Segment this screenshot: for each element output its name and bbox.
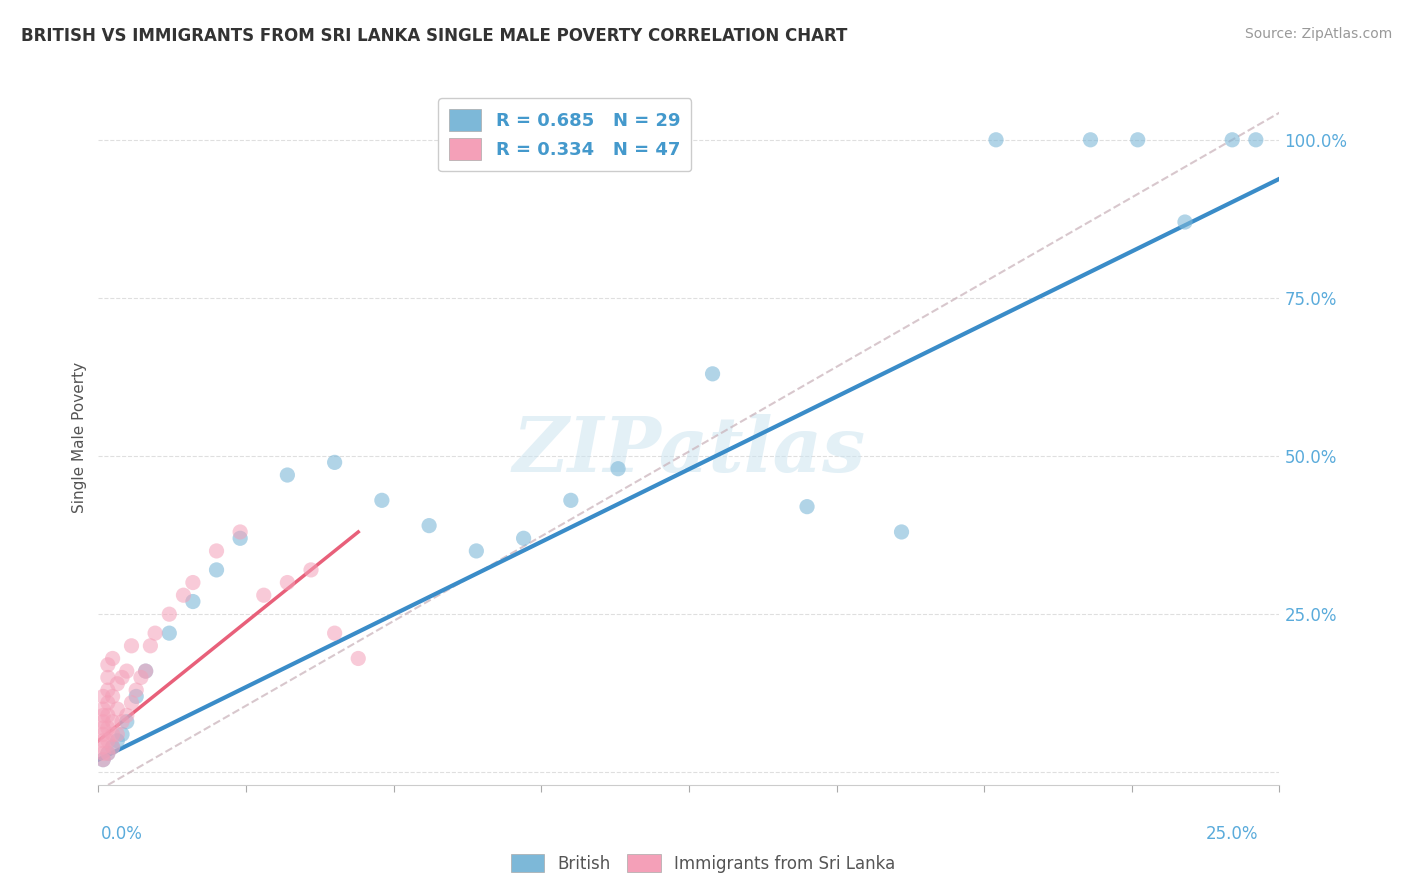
Point	[465, 544, 488, 558]
Point	[101, 739, 124, 754]
Point	[143, 626, 166, 640]
Point	[299, 563, 322, 577]
Point	[139, 639, 162, 653]
Point	[97, 683, 120, 698]
Point	[97, 696, 120, 710]
Point	[97, 670, 120, 684]
Text: 25.0%: 25.0%	[1206, 825, 1258, 843]
Point	[157, 607, 180, 622]
Point	[1080, 133, 1102, 147]
Point	[91, 708, 114, 723]
Y-axis label: Single Male Poverty: Single Male Poverty	[72, 361, 87, 513]
Point	[91, 690, 114, 704]
Point	[121, 696, 143, 710]
Point	[91, 721, 114, 735]
Point	[105, 677, 128, 691]
Point	[115, 664, 138, 678]
Legend: R = 0.685   N = 29, R = 0.334   N = 47: R = 0.685 N = 29, R = 0.334 N = 47	[439, 98, 692, 171]
Point	[347, 651, 370, 665]
Point	[91, 753, 114, 767]
Point	[105, 733, 128, 747]
Point	[97, 747, 120, 761]
Point	[91, 733, 114, 747]
Point	[205, 544, 228, 558]
Point	[418, 518, 440, 533]
Point	[1220, 133, 1243, 147]
Point	[157, 626, 180, 640]
Point	[91, 747, 114, 761]
Point	[91, 739, 114, 754]
Point	[135, 664, 157, 678]
Point	[229, 531, 252, 545]
Point	[97, 733, 120, 747]
Point	[276, 468, 298, 483]
Point	[371, 493, 394, 508]
Point	[1126, 133, 1149, 147]
Point	[101, 739, 124, 754]
Point	[181, 575, 204, 590]
Point	[105, 727, 128, 741]
Point	[91, 702, 114, 716]
Point	[1244, 133, 1267, 147]
Point	[607, 461, 630, 475]
Text: ZIPatlas: ZIPatlas	[512, 414, 866, 488]
Text: 0.0%: 0.0%	[101, 825, 143, 843]
Point	[560, 493, 582, 508]
Point	[253, 588, 276, 602]
Point	[125, 683, 148, 698]
Point	[984, 133, 1007, 147]
Point	[205, 563, 228, 577]
Point	[796, 500, 818, 514]
Point	[276, 575, 298, 590]
Point	[101, 727, 124, 741]
Point	[512, 531, 534, 545]
Point	[105, 702, 128, 716]
Legend: British, Immigrants from Sri Lanka: British, Immigrants from Sri Lanka	[505, 847, 901, 880]
Point	[890, 524, 912, 539]
Point	[97, 747, 120, 761]
Point	[91, 714, 114, 729]
Point	[115, 708, 138, 723]
Point	[1174, 215, 1197, 229]
Point	[101, 714, 124, 729]
Point	[97, 657, 120, 672]
Point	[91, 753, 114, 767]
Point	[101, 690, 124, 704]
Point	[125, 690, 148, 704]
Point	[91, 727, 114, 741]
Point	[97, 708, 120, 723]
Point	[229, 524, 252, 539]
Point	[111, 714, 134, 729]
Point	[111, 727, 134, 741]
Point	[101, 651, 124, 665]
Point	[121, 639, 143, 653]
Point	[323, 455, 346, 469]
Point	[172, 588, 194, 602]
Point	[323, 626, 346, 640]
Text: Source: ZipAtlas.com: Source: ZipAtlas.com	[1244, 27, 1392, 41]
Point	[702, 367, 724, 381]
Point	[97, 721, 120, 735]
Point	[181, 594, 204, 608]
Point	[115, 714, 138, 729]
Text: BRITISH VS IMMIGRANTS FROM SRI LANKA SINGLE MALE POVERTY CORRELATION CHART: BRITISH VS IMMIGRANTS FROM SRI LANKA SIN…	[21, 27, 848, 45]
Point	[135, 664, 157, 678]
Point	[111, 670, 134, 684]
Point	[129, 670, 152, 684]
